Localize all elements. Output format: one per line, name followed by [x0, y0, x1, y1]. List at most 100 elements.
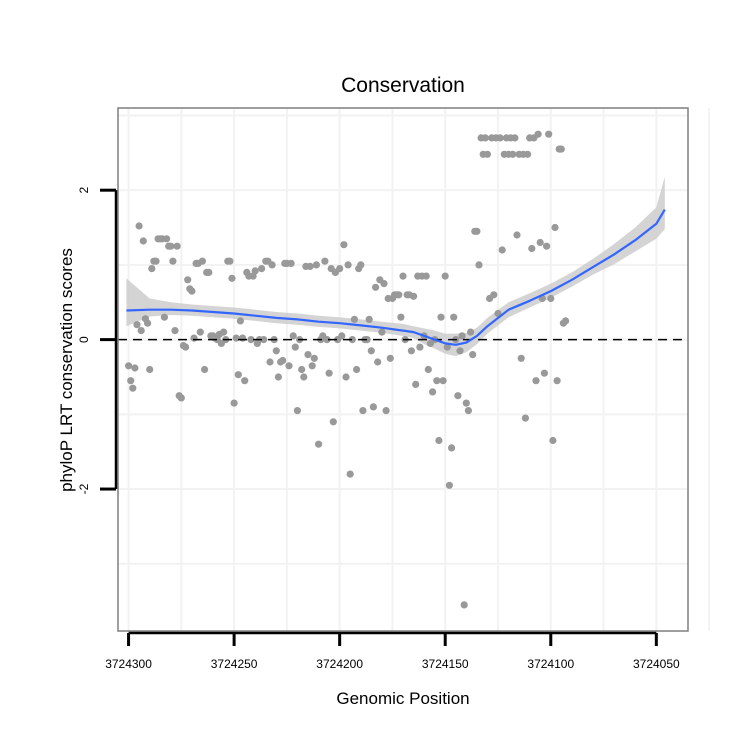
data-point — [386, 354, 394, 362]
data-point — [469, 351, 477, 359]
data-point — [475, 261, 483, 269]
data-point — [464, 407, 472, 415]
data-point — [304, 351, 312, 359]
data-point — [380, 280, 388, 288]
data-point — [528, 244, 536, 253]
data-point — [545, 130, 553, 138]
data-point — [239, 334, 247, 342]
data-point — [308, 362, 316, 370]
data-point — [144, 319, 152, 327]
data-point — [300, 373, 308, 381]
confidence-ribbon — [126, 176, 665, 357]
data-point — [353, 365, 361, 374]
data-point — [429, 388, 437, 396]
data-point — [196, 328, 204, 336]
data-point — [439, 377, 447, 385]
chart-title: Conservation — [341, 74, 465, 97]
data-point — [562, 317, 570, 325]
data-point — [483, 150, 491, 158]
data-point — [450, 313, 458, 321]
data-point — [342, 373, 350, 381]
y-tick-label: -2 — [77, 483, 91, 494]
x-tick-label: 3724250 — [211, 657, 258, 671]
data-point — [511, 134, 519, 142]
data-point — [163, 235, 171, 243]
data-point — [534, 130, 542, 138]
data-point — [498, 246, 506, 254]
data-point — [291, 343, 299, 351]
data-point — [547, 294, 555, 303]
y-tick-label: 0 — [77, 336, 91, 343]
data-point — [399, 272, 407, 280]
y-axis-title: phyloP LRT conservation scores — [57, 248, 76, 492]
data-point — [190, 334, 198, 342]
data-point — [232, 334, 240, 342]
data-point — [279, 356, 287, 365]
x-axis: 3724300 3724250 3724200 3724150 3724100 37240… — [105, 631, 680, 671]
data-point — [448, 444, 456, 452]
data-point — [543, 242, 551, 250]
data-point — [251, 267, 259, 275]
data-point — [260, 336, 268, 344]
data-point — [395, 291, 403, 299]
x-axis-title: Genomic Position — [336, 689, 469, 708]
data-point — [236, 317, 244, 325]
data-point — [397, 313, 405, 321]
smooth-line — [126, 209, 666, 346]
x-tick-label: 3724050 — [633, 657, 680, 671]
data-point — [131, 364, 139, 372]
data-point — [139, 237, 147, 245]
data-point — [553, 377, 561, 385]
data-point — [443, 343, 451, 351]
data-point — [524, 150, 532, 158]
data-point — [473, 227, 481, 235]
grid-lines — [118, 108, 711, 631]
data-point — [336, 265, 344, 273]
data-point — [344, 261, 352, 269]
data-point — [509, 150, 517, 158]
data-point — [129, 384, 137, 392]
data-point — [340, 241, 348, 249]
plot-frame — [117, 107, 689, 632]
data-point — [460, 601, 468, 609]
data-point — [348, 336, 356, 344]
data-point — [258, 265, 266, 273]
data-point — [306, 262, 314, 270]
data-point — [412, 380, 420, 388]
data-point — [247, 336, 255, 344]
data-point — [363, 336, 371, 344]
data-point — [359, 407, 367, 415]
data-point — [137, 327, 145, 335]
x-tick-label: 3724100 — [527, 657, 574, 671]
data-point — [467, 328, 475, 336]
data-point — [481, 134, 489, 142]
data-point — [374, 358, 382, 366]
data-point — [310, 354, 318, 362]
data-point — [329, 418, 337, 426]
data-point — [462, 399, 470, 407]
data-point — [532, 377, 540, 385]
data-point — [228, 274, 236, 282]
data-point — [205, 268, 213, 276]
data-point — [226, 257, 234, 265]
data-point — [241, 377, 249, 385]
data-point — [441, 272, 449, 280]
data-point — [287, 259, 295, 267]
data-point — [230, 399, 238, 407]
data-point — [551, 223, 559, 232]
data-point — [160, 313, 168, 321]
y-tick-label: 2 — [77, 187, 91, 194]
data-point — [372, 283, 380, 291]
x-tick-label: 3724300 — [105, 657, 152, 671]
data-point — [182, 343, 190, 351]
data-point — [312, 261, 320, 269]
smooth-line-group — [126, 209, 666, 346]
data-point — [188, 287, 196, 295]
data-point — [367, 347, 375, 355]
data-point — [454, 392, 462, 400]
data-point — [152, 257, 160, 265]
x-tick-label: 3724150 — [422, 657, 469, 671]
data-point — [338, 332, 346, 340]
